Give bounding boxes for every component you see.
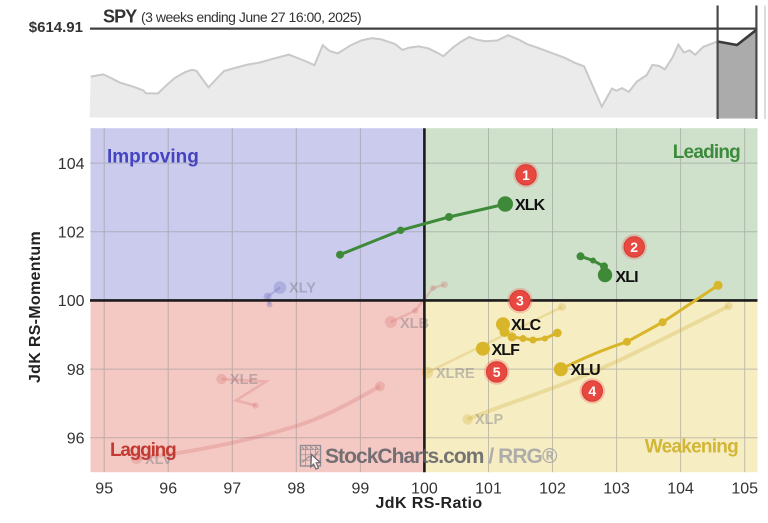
svg-text:104: 104 (58, 156, 85, 173)
svg-text:Lagging: Lagging (110, 440, 176, 461)
svg-text:XLU: XLU (571, 362, 601, 379)
svg-text:Leading: Leading (673, 142, 740, 163)
svg-text:105: 105 (731, 481, 758, 498)
svg-text:3: 3 (516, 293, 524, 309)
svg-text:102: 102 (539, 481, 566, 498)
svg-text:XLB: XLB (400, 316, 429, 332)
svg-text:98: 98 (67, 362, 85, 379)
svg-text:101: 101 (475, 481, 502, 498)
svg-text:XLK: XLK (515, 197, 546, 214)
svg-text:(3 weeks ending June 27 16:00,: (3 weeks ending June 27 16:00, 2025) (141, 9, 361, 25)
svg-text:XLY: XLY (289, 281, 316, 297)
svg-text:103: 103 (603, 481, 630, 498)
svg-text:99: 99 (352, 481, 370, 498)
svg-text:XLI: XLI (616, 269, 639, 286)
svg-text:98: 98 (287, 481, 305, 498)
svg-text:XLF: XLF (492, 342, 521, 359)
svg-text:97: 97 (223, 481, 241, 498)
svg-text:XLRE: XLRE (436, 366, 475, 382)
svg-text:100: 100 (58, 293, 85, 310)
svg-text:StockCharts.com / RRG®: StockCharts.com / RRG® (325, 445, 558, 468)
svg-text:4: 4 (588, 383, 596, 399)
svg-text:XLV: XLV (145, 452, 172, 468)
svg-text:XLC: XLC (511, 317, 542, 334)
svg-text:95: 95 (95, 481, 113, 498)
svg-text:1: 1 (522, 167, 530, 183)
svg-text:Weakening: Weakening (645, 437, 738, 458)
svg-text:100: 100 (411, 481, 438, 498)
svg-text:SPY: SPY (103, 7, 137, 27)
svg-text:5: 5 (493, 364, 501, 380)
svg-text:104: 104 (667, 481, 694, 498)
svg-text:$614.91: $614.91 (29, 19, 83, 36)
svg-text:102: 102 (58, 225, 85, 242)
svg-text:JdK RS-Momentum: JdK RS-Momentum (27, 231, 44, 383)
svg-text:XLE: XLE (230, 372, 259, 388)
svg-text:JdK RS-Ratio: JdK RS-Ratio (375, 495, 482, 512)
svg-text:XLP: XLP (475, 412, 504, 428)
svg-text:2: 2 (630, 239, 638, 255)
svg-text:Improving: Improving (107, 147, 199, 168)
svg-text:96: 96 (159, 481, 177, 498)
svg-text:96: 96 (67, 430, 85, 447)
